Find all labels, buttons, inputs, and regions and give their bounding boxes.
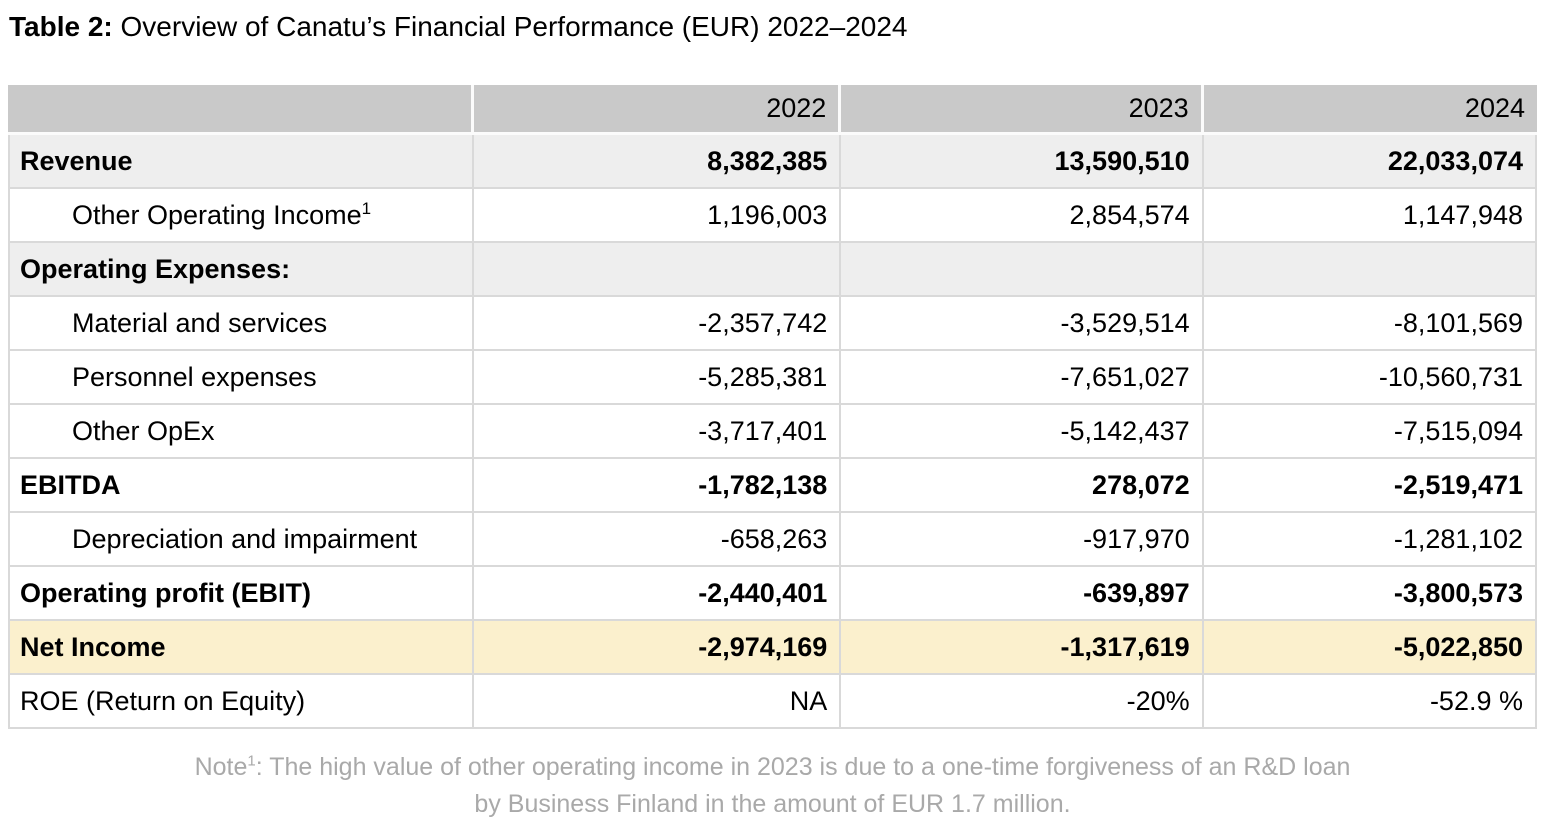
footnote-marker: 1 [361,198,372,218]
value-cell: -5,142,437 [841,405,1204,459]
value-cell: 2,854,574 [841,189,1204,243]
table-row: EBITDA -1,782,138 278,072 -2,519,471 [8,459,1537,513]
value-cell: -1,782,138 [474,459,842,513]
value-cell: -917,970 [841,513,1204,567]
value-cell: -20% [841,675,1204,729]
table-row: Material and services -2,357,742 -3,529,51… [8,297,1537,351]
value-cell: NA [474,675,842,729]
value-cell: -2,974,169 [474,621,842,675]
financial-table: 2022 2023 2024 Revenue 8,382,385 13,590,510 2… [8,85,1537,729]
row-label-cell: Personnel expenses [8,351,475,405]
table-header-row: 2022 2023 2024 [8,85,1537,135]
value-cell: -7,515,094 [1203,405,1537,459]
value-cell: -658,263 [474,513,842,567]
value-cell: 8,382,385 [474,135,842,189]
year-column-header: 2024 [1203,85,1537,135]
table-row: Operating profit (EBIT) -2,440,401 -639,89… [8,567,1537,621]
value-cell: -2,519,471 [1203,459,1537,513]
value-cell [841,243,1204,297]
value-cell: 1,196,003 [474,189,842,243]
value-cell: -1,317,619 [841,621,1204,675]
value-cell: -8,101,569 [1203,297,1537,351]
table-row: Revenue 8,382,385 13,590,510 22,033,074 [8,135,1537,189]
row-label: Other Operating Income [72,199,362,230]
row-label-cell: Material and services [8,297,475,351]
value-cell: -3,800,573 [1203,567,1537,621]
row-label: Operating profit (EBIT) [20,577,311,608]
table-body: Revenue 8,382,385 13,590,510 22,033,074 Othe… [8,135,1537,729]
table-row: Other OpEx -3,717,401 -5,142,437 -7,515,094 [8,405,1537,459]
table-row: Depreciation and impairment -658,263 -917,… [8,513,1537,567]
value-cell: 1,147,948 [1203,189,1537,243]
footnote-marker: 1 [247,752,256,770]
table-row: ROE (Return on Equity) NA -20% -52.9 % [8,675,1537,729]
value-cell: -1,281,102 [1203,513,1537,567]
row-label: Depreciation and impairment [72,523,418,554]
footnote-line2: by Business Finland in the amount of EUR… [474,790,1071,818]
row-label-cell: Other Operating Income1 [8,189,475,243]
row-label-cell: Revenue [8,135,475,189]
table-title-text: Overview of Canatu’s Financial Performan… [112,11,908,42]
row-label: Net Income [20,631,166,662]
row-label: Other OpEx [72,415,215,446]
row-label-cell: ROE (Return on Equity) [8,675,475,729]
value-cell: 278,072 [841,459,1204,513]
value-cell: -2,440,401 [474,567,842,621]
row-label-cell: Operating profit (EBIT) [8,567,475,621]
row-label-cell: Operating Expenses: [8,243,475,297]
table-row: Net Income -2,974,169 -1,317,619 -5,022,850 [8,621,1537,675]
row-label: Revenue [20,145,133,176]
value-cell [1203,243,1537,297]
footnote-prefix: Note [194,753,248,781]
table-number-label: Table 2: [9,11,113,42]
footnote-line1: : The high value of other operating inco… [255,753,1351,781]
value-cell: -5,022,850 [1203,621,1537,675]
table-row: Other Operating Income1 1,196,003 2,854,57… [8,189,1537,243]
row-label-cell: EBITDA [8,459,475,513]
value-cell: -5,285,381 [474,351,842,405]
table-row: Operating Expenses: [8,243,1537,297]
table-row: Personnel expenses -5,285,381 -7,651,027 -1… [8,351,1537,405]
value-cell [474,243,842,297]
value-cell: -52.9 % [1203,675,1537,729]
row-label-cell: Depreciation and impairment [8,513,475,567]
row-label-cell: Net Income [8,621,475,675]
value-cell: -2,357,742 [474,297,842,351]
row-label: EBITDA [20,469,121,500]
row-label: ROE (Return on Equity) [20,685,306,716]
label-column-header [8,85,475,135]
value-cell: -3,717,401 [474,405,842,459]
value-cell: 22,033,074 [1203,135,1537,189]
page-title: Table 2: Overview of Canatu’s Financial … [0,0,1545,44]
row-label: Personnel expenses [72,361,317,392]
year-column-header: 2022 [474,85,842,135]
year-column-header: 2023 [841,85,1204,135]
value-cell: -10,560,731 [1203,351,1537,405]
row-label-cell: Other OpEx [8,405,475,459]
row-label: Material and services [72,307,328,338]
value-cell: 13,590,510 [841,135,1204,189]
value-cell: -7,651,027 [841,351,1204,405]
value-cell: -639,897 [841,567,1204,621]
row-label: Operating Expenses: [20,253,291,284]
footnote: Note1: The high value of other operating… [0,749,1545,823]
value-cell: -3,529,514 [841,297,1204,351]
